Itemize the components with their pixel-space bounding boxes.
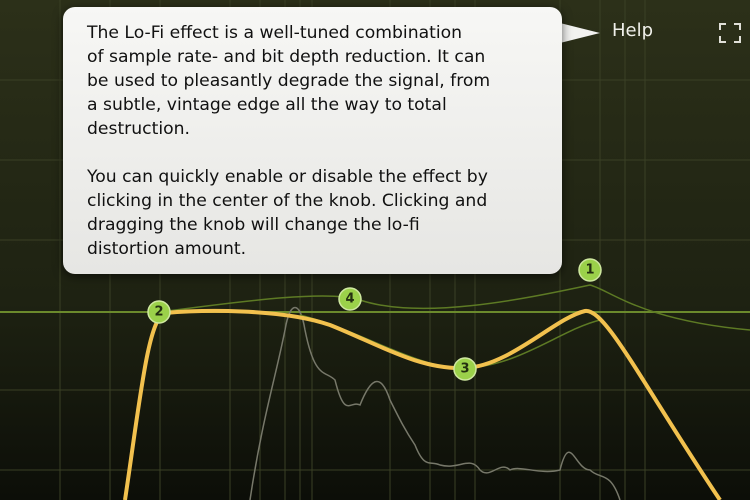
band-curve [159,284,750,331]
tooltip-pointer [556,22,600,44]
help-button[interactable]: Help [612,20,654,41]
fullscreen-button[interactable] [719,23,741,43]
tooltip-line: a subtle, vintage edge all the way to to… [87,95,447,115]
spectrum [249,307,621,500]
node-label: 2 [154,305,163,320]
tooltip-paragraph: You can quickly enable or disable the ef… [87,165,544,261]
eq-curve [123,308,722,500]
tooltip-line: distortion amount. [87,239,247,259]
eq-node[interactable]: 3 [453,357,477,381]
tooltip-line: of sample rate- and bit depth reduction.… [87,47,486,67]
node-label: 3 [460,362,469,377]
node-label: 4 [345,292,354,307]
tooltip-line: You can quickly enable or disable the ef… [87,167,488,187]
tooltip-line: clicking in the center of the knob. Clic… [87,191,488,211]
tooltip-line: be used to pleasantly degrade the signal… [87,71,491,91]
tooltip-line: dragging the knob will change the lo-fi [87,215,420,235]
tooltip: The Lo-Fi effect is a well-tuned combina… [63,7,562,274]
tooltip-line: The Lo-Fi effect is a well-tuned combina… [87,23,463,43]
tooltip-paragraph: The Lo-Fi effect is a well-tuned combina… [87,21,544,141]
tooltip-line: destruction. [87,119,190,139]
eq-node[interactable]: 2 [147,300,171,324]
eq-node[interactable]: 4 [338,287,362,311]
node-label: 1 [585,263,594,278]
eq-node[interactable]: 1 [578,258,602,282]
